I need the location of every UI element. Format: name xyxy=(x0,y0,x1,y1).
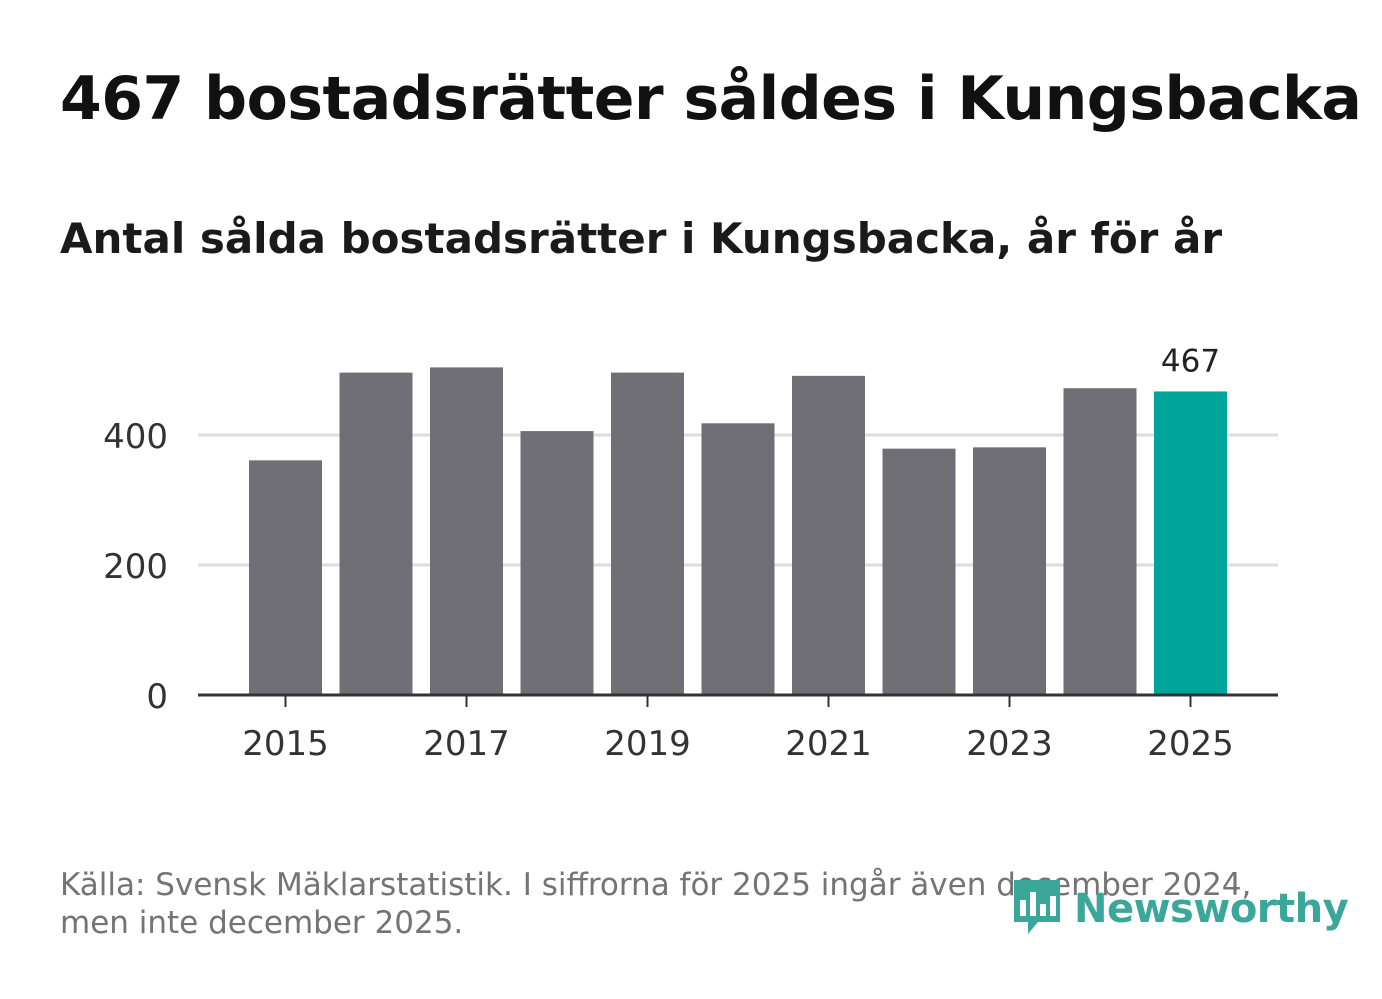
bar-2016 xyxy=(339,372,413,695)
x-tick-label-2015: 2015 xyxy=(242,724,329,764)
x-tick-label-2017: 2017 xyxy=(423,724,510,764)
bar-2020 xyxy=(701,423,775,695)
chart-subtitle: Antal sålda bostadsrätter i Kungsbacka, … xyxy=(60,214,1223,263)
newsworthy-logo: Newsworthy xyxy=(1010,878,1349,940)
bar-2019 xyxy=(611,372,684,695)
bar-2024 xyxy=(1063,388,1137,695)
x-tick-label-2023: 2023 xyxy=(966,724,1053,764)
y-tick-label-0: 0 xyxy=(146,677,168,717)
bar-2025 xyxy=(1154,391,1227,695)
bar-2023 xyxy=(973,447,1046,695)
x-tick-label-2019: 2019 xyxy=(604,724,691,764)
data-label-2025: 467 xyxy=(1161,343,1220,379)
y-tick-label-400: 400 xyxy=(103,417,168,457)
x-tick-label-2025: 2025 xyxy=(1147,724,1234,764)
page-title: 467 bostadsrätter såldes i Kungsbacka xyxy=(60,64,1362,134)
y-tick-label-200: 200 xyxy=(103,547,168,587)
x-tick-label-2021: 2021 xyxy=(785,724,872,764)
bar-2015 xyxy=(249,460,322,695)
source-line-2: men inte december 2025. xyxy=(60,905,464,941)
bar-2022 xyxy=(882,448,956,695)
bar-2021 xyxy=(792,375,865,695)
newsworthy-chat-bars-icon xyxy=(1014,880,1060,934)
bar-2017 xyxy=(430,367,503,695)
bar-2018 xyxy=(520,431,594,695)
logo-text: Newsworthy xyxy=(1074,886,1349,932)
